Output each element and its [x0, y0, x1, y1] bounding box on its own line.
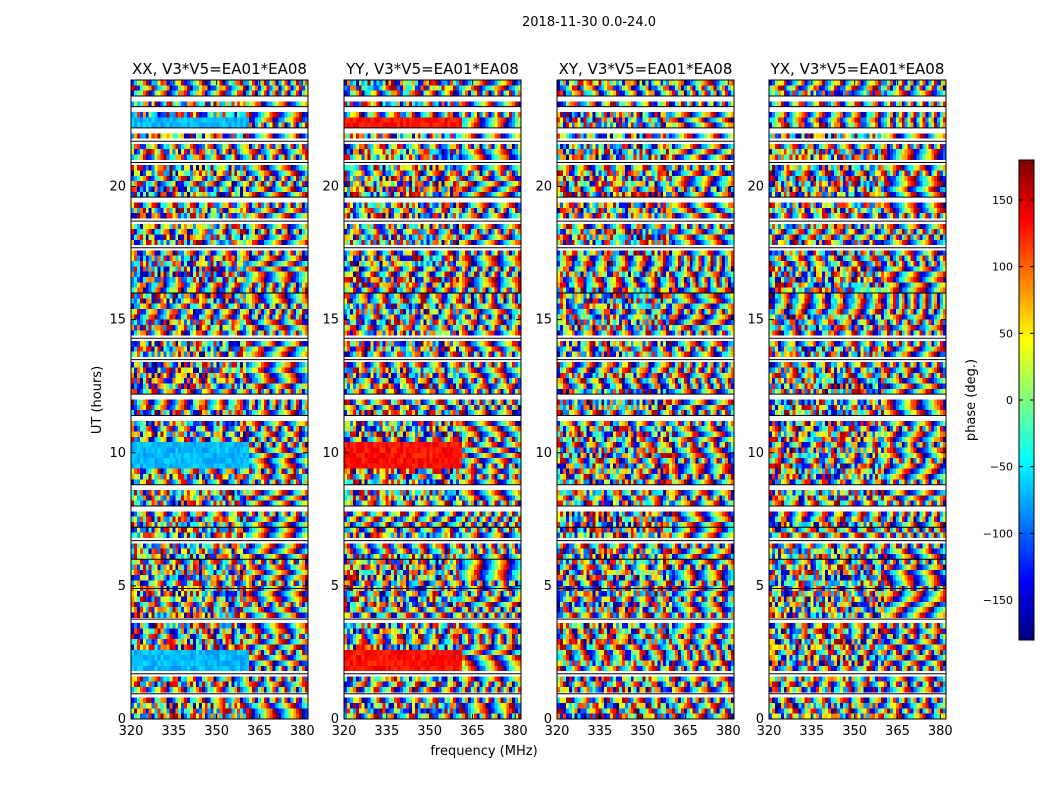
panel-title: YY, V3*V5=EA01*EA08: [345, 60, 519, 78]
y-tick-label: 0: [544, 712, 552, 727]
colorbar-tick-label: 50: [999, 327, 1013, 340]
y-tick-label: 0: [118, 712, 126, 727]
suptitle: 2018-11-30 0.0-24.0: [522, 15, 656, 30]
x-tick-label: 380: [503, 724, 528, 739]
x-tick-label: 380: [928, 724, 953, 739]
x-tick-label: 335: [161, 724, 186, 739]
x-tick-label: 350: [204, 724, 229, 739]
panel-xx: XX, V3*V5=EA01*EA08 320 335 350 365 380 0 5 10 15…: [109, 60, 314, 739]
y-tick-label: 20: [747, 180, 764, 195]
x-tick-label: 365: [247, 724, 272, 739]
colorbar-tick-label: 100: [992, 261, 1013, 274]
x-tick-label: 365: [885, 724, 910, 739]
colorbar-tick-label: 150: [992, 194, 1013, 207]
x-tick-label: 335: [799, 724, 824, 739]
panels: XX, V3*V5=EA01*EA08 320 335 350 365 380 0 5 10 15…: [109, 60, 952, 739]
colorbar: −150 −100 −50 0 50 100 150 phase (deg.): [964, 159, 1035, 641]
y-tick-label: 10: [109, 446, 126, 461]
x-tick-label: 365: [673, 724, 698, 739]
y-tick-label: 10: [747, 446, 764, 461]
x-tick-label: 320: [545, 724, 570, 739]
x-tick-label: 380: [290, 724, 315, 739]
panel-yx: YX, V3*V5=EA01*EA08 320 335 350 365 380 0 5 10 15…: [747, 60, 952, 739]
x-tick-label: 365: [460, 724, 485, 739]
heatmap-yx: [769, 80, 946, 719]
colorbar-tick-label: −50: [990, 461, 1013, 474]
y-tick-label: 15: [109, 313, 126, 328]
y-tick-label: 5: [756, 579, 764, 594]
y-tick-label: 5: [118, 579, 126, 594]
panel-title: YX, V3*V5=EA01*EA08: [770, 60, 945, 78]
x-tick-label: 335: [587, 724, 612, 739]
y-tick-label: 10: [322, 446, 339, 461]
colorbar-tick-label: 0: [1006, 394, 1013, 407]
axes-frame: [768, 79, 947, 720]
y-tick-label: 15: [747, 313, 764, 328]
axes-frame: [130, 79, 309, 720]
axes-frame: [343, 79, 522, 720]
colorbar-tick-label: −150: [983, 594, 1013, 607]
x-tick-label: 350: [842, 724, 867, 739]
y-tick-label: 20: [109, 180, 126, 195]
axes-frame: [556, 79, 735, 720]
x-tick-label: 320: [332, 724, 357, 739]
colorbar-tick-label: −100: [983, 527, 1013, 540]
x-tick-label: 350: [630, 724, 655, 739]
y-tick-label: 15: [535, 313, 552, 328]
y-tick-label: 10: [535, 446, 552, 461]
y-tick-label: 0: [331, 712, 339, 727]
x-tick-label: 320: [757, 724, 782, 739]
colorbar-label: phase (deg.): [964, 359, 979, 441]
panel-title: XX, V3*V5=EA01*EA08: [132, 60, 307, 78]
y-tick-label: 20: [535, 180, 552, 195]
y-tick-label: 5: [331, 579, 339, 594]
x-tick-label: 380: [716, 724, 741, 739]
y-tick-label: 0: [756, 712, 764, 727]
x-axis-label: frequency (MHz): [430, 744, 537, 759]
panel-yy: YY, V3*V5=EA01*EA08 320 335 350 365 380 0 5 10 15…: [322, 60, 527, 739]
heatmap-xy: [557, 80, 734, 719]
x-tick-label: 320: [119, 724, 144, 739]
heatmap-xx: [131, 80, 308, 719]
panel-title: XY, V3*V5=EA01*EA08: [559, 60, 733, 78]
y-tick-label: 20: [322, 180, 339, 195]
panel-xy: XY, V3*V5=EA01*EA08 320 335 350 365 380 0 5 10 15…: [535, 60, 740, 739]
colorbar-ticks: −150 −100 −50 0 50 100 150: [983, 194, 1034, 607]
x-tick-label: 335: [374, 724, 399, 739]
x-tick-label: 350: [417, 724, 442, 739]
y-tick-label: 15: [322, 313, 339, 328]
y-tick-label: 5: [544, 579, 552, 594]
y-axis-label: UT (hours): [90, 366, 105, 434]
heatmap-yy: [344, 80, 521, 719]
